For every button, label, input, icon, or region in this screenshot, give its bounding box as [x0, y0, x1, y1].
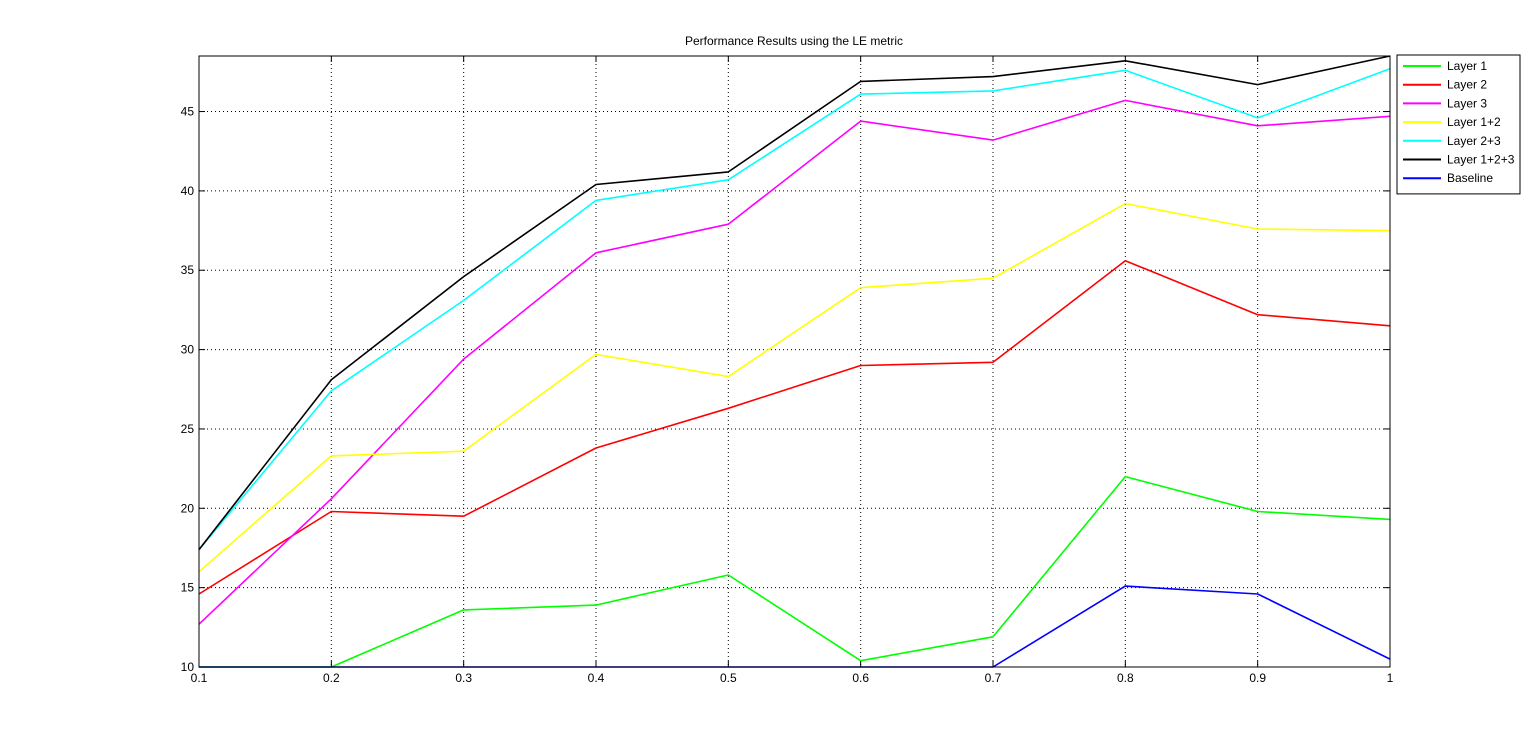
legend-box [1396, 54, 1521, 195]
y-tick-label: 40 [181, 184, 195, 198]
legend-label-layer-1-2: Layer 1+2 [1447, 115, 1501, 129]
x-tick-label: 0.4 [588, 671, 605, 685]
series-line-layer-1-2 [198, 202, 1391, 573]
series-line-layer-3 [198, 99, 1391, 625]
y-tick-label: 20 [181, 501, 195, 515]
x-tick-label: 0.9 [1249, 671, 1266, 685]
x-tick-label: 0.2 [323, 671, 340, 685]
legend-label-layer-1-2-3: Layer 1+2+3 [1447, 153, 1515, 167]
x-tick-label: 0.6 [852, 671, 869, 685]
axis-ticks: 0.1 0.2 0.3 0.4 0.5 0.6 0.7 0.8 0.9 1 10 15 20 25 30 35… [181, 56, 1394, 685]
y-tick-label: 25 [181, 422, 195, 436]
x-tick-label: 0.3 [455, 671, 472, 685]
x-tick-label: 0.1 [191, 671, 208, 685]
legend-label-baseline: Baseline [1447, 171, 1493, 185]
series-line-layer-1 [199, 475, 1391, 668]
legend: Layer 1 Layer 2 Layer 3 Layer 1+2 Layer 2+3 L… [1396, 54, 1521, 195]
legend-label-layer-3: Layer 3 [1447, 96, 1487, 110]
series-line-layer-2-3 [198, 67, 1391, 551]
y-tick-label: 45 [181, 105, 195, 119]
series-lines [198, 55, 1391, 668]
x-tick-label: 0.8 [1117, 671, 1134, 685]
x-tick-label: 0.7 [985, 671, 1002, 685]
y-tick-label: 15 [181, 581, 195, 595]
series-line-layer-1-2-3 [198, 55, 1391, 551]
y-tick-label: 10 [181, 660, 195, 674]
legend-label-layer-1: Layer 1 [1447, 59, 1487, 73]
series-line-layer-2 [198, 259, 1391, 595]
grid-lines [199, 56, 1390, 667]
series-line-baseline [199, 585, 1391, 668]
plot-frame [198, 55, 1391, 668]
legend-label-layer-2: Layer 2 [1447, 78, 1487, 92]
chart-title: Performance Results using the LE metric [685, 34, 903, 48]
x-tick-label: 1 [1387, 671, 1394, 685]
y-tick-label: 30 [181, 343, 195, 357]
legend-label-layer-2-3: Layer 2+3 [1447, 134, 1501, 148]
x-tick-label: 0.5 [720, 671, 737, 685]
y-tick-label: 35 [181, 263, 195, 277]
